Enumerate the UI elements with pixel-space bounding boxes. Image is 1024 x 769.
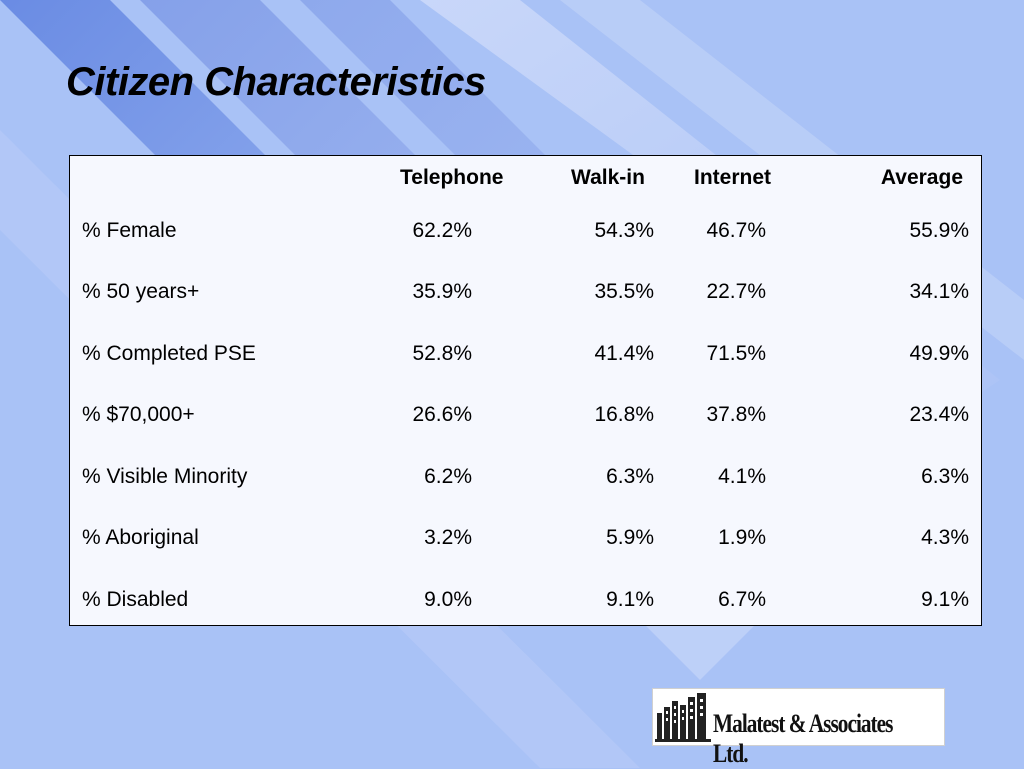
internet-value: 46.7% xyxy=(706,218,766,242)
average-value: 49.9% xyxy=(909,341,969,365)
walk-in-value: 6.3% xyxy=(606,464,654,488)
row-label: % Completed PSE xyxy=(82,341,256,365)
average-value: 6.3% xyxy=(921,464,969,488)
header-average: Average xyxy=(880,166,963,189)
telephone-value: 26.6% xyxy=(412,403,472,427)
table-row: % Female 62.2% 54.3% 46.7% 55.9% xyxy=(70,200,981,262)
telephone-value: 6.2% xyxy=(424,464,472,488)
walk-in-value: 5.9% xyxy=(606,526,654,550)
company-logo: Malatest & Associates Ltd. xyxy=(652,688,945,768)
walk-in-value: 41.4% xyxy=(594,341,654,365)
table-row: % Disabled 9.0% 9.1% 6.7% 9.1% xyxy=(70,569,981,631)
walk-in-value: 9.1% xyxy=(606,587,654,611)
walk-in-value: 16.8% xyxy=(594,403,654,427)
table-row: % Aboriginal 3.2% 5.9% 1.9% 4.3% xyxy=(70,508,981,570)
telephone-value: 52.8% xyxy=(412,341,472,365)
table-row: % Completed PSE 52.8% 41.4% 71.5% 49.9% xyxy=(70,323,981,385)
row-label: % Disabled xyxy=(82,587,189,611)
walk-in-value: 35.5% xyxy=(594,280,654,304)
logo-text: Malatest & Associates Ltd. xyxy=(713,709,893,768)
telephone-value: 35.9% xyxy=(412,280,472,304)
internet-value: 22.7% xyxy=(706,280,766,304)
telephone-value: 9.0% xyxy=(424,587,472,611)
average-value: 55.9% xyxy=(909,218,969,242)
internet-value: 4.1% xyxy=(718,464,766,488)
row-label: % Female xyxy=(82,218,177,242)
row-label: % Visible Minority xyxy=(82,464,248,488)
row-label: % 50 years+ xyxy=(82,280,200,304)
slide-title: Citizen Characteristics xyxy=(66,60,486,104)
characteristics-table-panel: Telephone Walk-in Internet Average % Fem… xyxy=(69,155,982,626)
table-row: % 50 years+ 35.9% 35.5% 22.7% 34.1% xyxy=(70,262,981,324)
walk-in-value: 54.3% xyxy=(594,218,654,242)
average-value: 9.1% xyxy=(921,587,969,611)
building-logo-icon xyxy=(655,693,711,742)
characteristics-table: Telephone Walk-in Internet Average % Fem… xyxy=(70,156,981,631)
internet-value: 37.8% xyxy=(706,403,766,427)
table-row: % $70,000+ 26.6% 16.8% 37.8% 23.4% xyxy=(70,385,981,447)
header-telephone: Telephone xyxy=(400,166,504,189)
average-value: 4.3% xyxy=(921,526,969,550)
internet-value: 71.5% xyxy=(706,341,766,365)
header-walk-in: Walk-in xyxy=(571,166,645,189)
average-value: 23.4% xyxy=(909,403,969,427)
internet-value: 6.7% xyxy=(718,587,766,611)
internet-value: 1.9% xyxy=(718,526,766,550)
telephone-value: 62.2% xyxy=(412,218,472,242)
row-label: % Aboriginal xyxy=(82,526,199,550)
telephone-value: 3.2% xyxy=(424,526,472,550)
average-value: 34.1% xyxy=(909,280,969,304)
header-blank xyxy=(70,156,400,200)
row-label: % $70,000+ xyxy=(82,403,195,427)
table-row: % Visible Minority 6.2% 6.3% 4.1% 6.3% xyxy=(70,446,981,508)
table-header-row: Telephone Walk-in Internet Average xyxy=(70,156,981,200)
header-internet: Internet xyxy=(694,166,772,189)
